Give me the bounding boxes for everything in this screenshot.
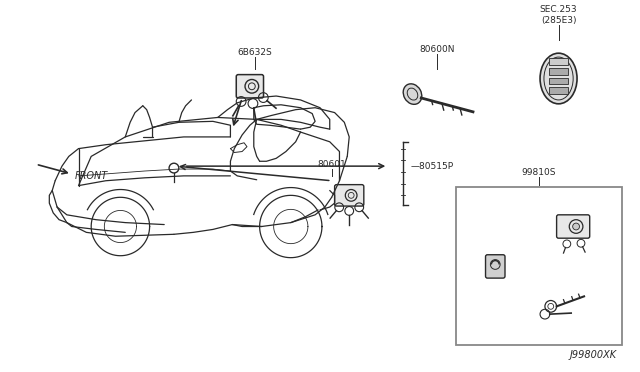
- Text: —80515P: —80515P: [410, 162, 454, 171]
- FancyBboxPatch shape: [335, 185, 364, 206]
- Text: 80600N: 80600N: [419, 45, 454, 54]
- Bar: [549, 77, 568, 84]
- Text: 99810S: 99810S: [522, 168, 556, 177]
- Text: FRONT: FRONT: [75, 171, 108, 181]
- Ellipse shape: [403, 84, 422, 104]
- Text: SEC.253
(285E3): SEC.253 (285E3): [540, 5, 577, 25]
- FancyBboxPatch shape: [557, 215, 589, 238]
- Text: 6B632S: 6B632S: [237, 48, 272, 57]
- Bar: [549, 87, 568, 94]
- Bar: [549, 58, 568, 65]
- FancyBboxPatch shape: [236, 75, 264, 98]
- Bar: [549, 68, 568, 75]
- Text: 80601: 80601: [317, 160, 346, 169]
- Circle shape: [573, 223, 579, 230]
- FancyBboxPatch shape: [486, 255, 505, 278]
- Ellipse shape: [540, 53, 577, 104]
- Bar: [456, 187, 622, 345]
- Text: J99800XK: J99800XK: [570, 350, 617, 360]
